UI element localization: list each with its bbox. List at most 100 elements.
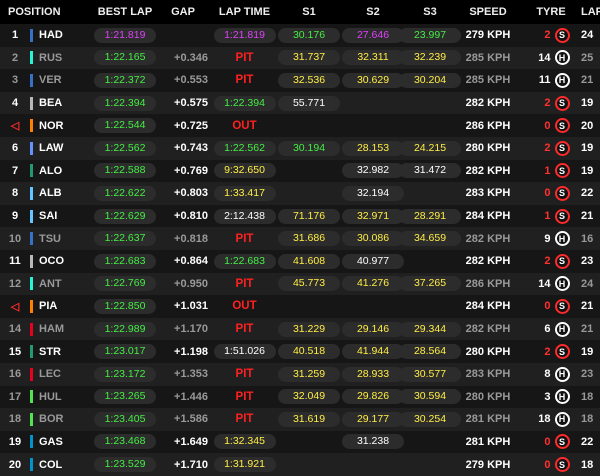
table-row[interactable]: 4 BEA 1:22.394 +0.575 1:22.394 55.771 28… — [0, 91, 600, 115]
s1-value: 31.686 — [278, 231, 340, 247]
driver-cell[interactable]: LEC — [30, 367, 92, 381]
driver-cell[interactable]: SAI — [30, 209, 92, 223]
driver-cell[interactable]: VER — [30, 73, 92, 87]
table-row[interactable]: 11 OCO 1:22.683 +0.864 1:22.683 41.608 4… — [0, 249, 600, 273]
tyre-age: 3 — [544, 390, 551, 403]
driver-cell[interactable]: BEA — [30, 96, 92, 110]
s3-cell: 30.254 — [399, 411, 461, 427]
lap-time-cell: PIT — [212, 323, 277, 335]
team-color-bar — [30, 164, 33, 178]
best-lap-cell: 1:22.850 — [92, 298, 158, 314]
laps-value: 21 — [581, 300, 594, 313]
laps-value: 25 — [581, 51, 594, 64]
driver-code: ALO — [39, 164, 63, 177]
header-gap[interactable]: GAP — [171, 6, 195, 18]
driver-cell[interactable]: COL — [30, 458, 92, 472]
header-tyre[interactable]: TYRE — [536, 6, 566, 18]
speed-value: 286 KPH — [465, 119, 511, 132]
team-color-bar — [30, 186, 33, 200]
s2-cell: 41.276 — [341, 276, 405, 292]
s3-cell: 24.215 — [399, 140, 461, 156]
s1-value: 40.518 — [278, 344, 340, 360]
s1-cell: 32.536 — [277, 72, 341, 88]
s3-cell: 32.239 — [399, 50, 461, 66]
s3-cell: 28.564 — [399, 344, 461, 360]
table-row[interactable]: 8 ALB 1:22.622 +0.803 1:33.417 32.194 28… — [0, 182, 600, 205]
best-lap-cell: 1:23.265 — [92, 389, 158, 405]
s1-cell: 31.619 — [277, 411, 341, 427]
driver-cell[interactable]: ALO — [30, 164, 92, 178]
lap-value: 1:31.921 — [213, 457, 276, 473]
position-cell: 7 — [0, 165, 30, 177]
table-row[interactable]: 19 GAS 1:23.468 +1.649 1:32.345 31.238 2… — [0, 430, 600, 454]
tyre-compound-icon: S — [554, 140, 570, 156]
tyre-compound-icon: S — [554, 434, 570, 450]
s2-value: 30.629 — [342, 72, 404, 88]
best-value: 1:22.544 — [94, 118, 156, 134]
table-row[interactable]: 16 LEC 1:23.172 +1.353 PIT 31.259 28.933… — [0, 362, 600, 386]
header-position[interactable]: POSITION — [8, 6, 61, 18]
driver-cell[interactable]: PIA — [30, 299, 92, 313]
table-row[interactable]: ◁ NOR 1:22.544 +0.725 OUT 286 KPH 0 S 20 — [0, 114, 600, 137]
driver-cell[interactable]: HUL — [30, 390, 92, 404]
driver-cell[interactable]: ANT — [30, 277, 92, 291]
driver-cell[interactable]: HAD — [30, 28, 92, 42]
header-s2[interactable]: S2 — [366, 6, 380, 18]
driver-cell[interactable]: NOR — [30, 119, 92, 133]
s1-value: 30.176 — [278, 27, 340, 43]
speed-value: 279 KPH — [465, 458, 511, 471]
driver-cell[interactable]: TSU — [30, 232, 92, 246]
driver-cell[interactable]: RUS — [30, 51, 92, 65]
table-row[interactable]: 7 ALO 1:22.588 +0.769 9:32.650 32.982 31… — [0, 159, 600, 183]
driver-cell[interactable]: GAS — [30, 435, 92, 449]
table-row[interactable]: 10 TSU 1:22.637 +0.818 PIT 31.686 30.086… — [0, 227, 600, 250]
s1-cell: 31.229 — [277, 321, 341, 337]
tyre-compound-icon: S — [554, 118, 570, 134]
driver-code: VER — [39, 74, 62, 87]
driver-cell[interactable]: LAW — [30, 141, 92, 155]
speed-value: 280 KPH — [465, 345, 511, 358]
header-best-lap[interactable]: BEST LAP — [97, 6, 153, 18]
s2-value: 32.311 — [342, 50, 404, 66]
table-row[interactable]: 1 HAD 1:21.819 1:21.819 30.176 27.646 23… — [0, 24, 600, 47]
out-lap-icon: ◁ — [10, 120, 20, 133]
table-row[interactable]: 3 VER 1:22.372 +0.553 PIT 32.536 30.629 … — [0, 69, 600, 92]
speed-value: 282 KPH — [465, 164, 511, 177]
s2-value: 31.238 — [342, 434, 404, 450]
header-s3[interactable]: S3 — [423, 6, 437, 18]
best-value: 1:23.265 — [94, 389, 156, 405]
driver-code: GAS — [39, 435, 63, 448]
driver-cell[interactable]: HAM — [30, 322, 92, 336]
table-row[interactable]: 17 HUL 1:23.265 +1.446 PIT 32.049 29.826… — [0, 385, 600, 409]
table-row[interactable]: ◁ PIA 1:22.850 +1.031 OUT 284 KPH 0 S 21 — [0, 295, 600, 318]
header-speed[interactable]: SPEED — [469, 6, 507, 18]
table-row[interactable]: 6 LAW 1:22.562 +0.743 1:22.562 30.194 28… — [0, 136, 600, 160]
table-row[interactable]: 9 SAI 1:22.629 +0.810 2:12.438 71.176 32… — [0, 204, 600, 228]
driver-cell[interactable]: BOR — [30, 412, 92, 426]
table-row[interactable]: 2 RUS 1:22.165 +0.346 PIT 31.737 32.311 … — [0, 46, 600, 70]
header-laps[interactable]: LAPS — [581, 6, 600, 18]
header-lap-time[interactable]: LAP TIME — [218, 6, 271, 18]
s3-cell: 28.291 — [399, 208, 461, 224]
driver-cell[interactable]: OCO — [30, 254, 92, 268]
table-row[interactable]: 15 STR 1:23.017 +1.198 1:51.026 40.518 4… — [0, 340, 600, 363]
driver-cell[interactable]: STR — [30, 345, 92, 359]
table-row[interactable]: 14 HAM 1:22.989 +1.170 PIT 31.229 29.146… — [0, 317, 600, 341]
lap-time-cell: 1:33.417 — [212, 185, 277, 201]
table-row[interactable]: 12 ANT 1:22.769 +0.950 PIT 45.773 41.276… — [0, 272, 600, 296]
table-row[interactable]: 18 BOR 1:23.405 +1.586 PIT 31.619 29.177… — [0, 408, 600, 431]
driver-cell[interactable]: ALB — [30, 186, 92, 200]
s2-cell: 29.826 — [341, 389, 405, 405]
s3-value: 37.265 — [399, 276, 461, 292]
s2-cell: 30.086 — [341, 231, 405, 247]
tyre-cell: 8 H — [521, 366, 581, 382]
lap-time-cell: 9:32.650 — [212, 163, 277, 179]
header-s1[interactable]: S1 — [302, 6, 316, 18]
driver-code: ALB — [39, 187, 62, 200]
s3-value: 29.344 — [399, 321, 461, 337]
lap-value: 1:32.345 — [213, 434, 276, 450]
laps-value: 16 — [581, 232, 594, 245]
tyre-cell: 0 S — [521, 118, 581, 134]
table-row[interactable]: 20 COL 1:23.529 +1.710 1:31.921 279 KPH … — [0, 453, 600, 476]
position-number: 15 — [8, 345, 22, 358]
